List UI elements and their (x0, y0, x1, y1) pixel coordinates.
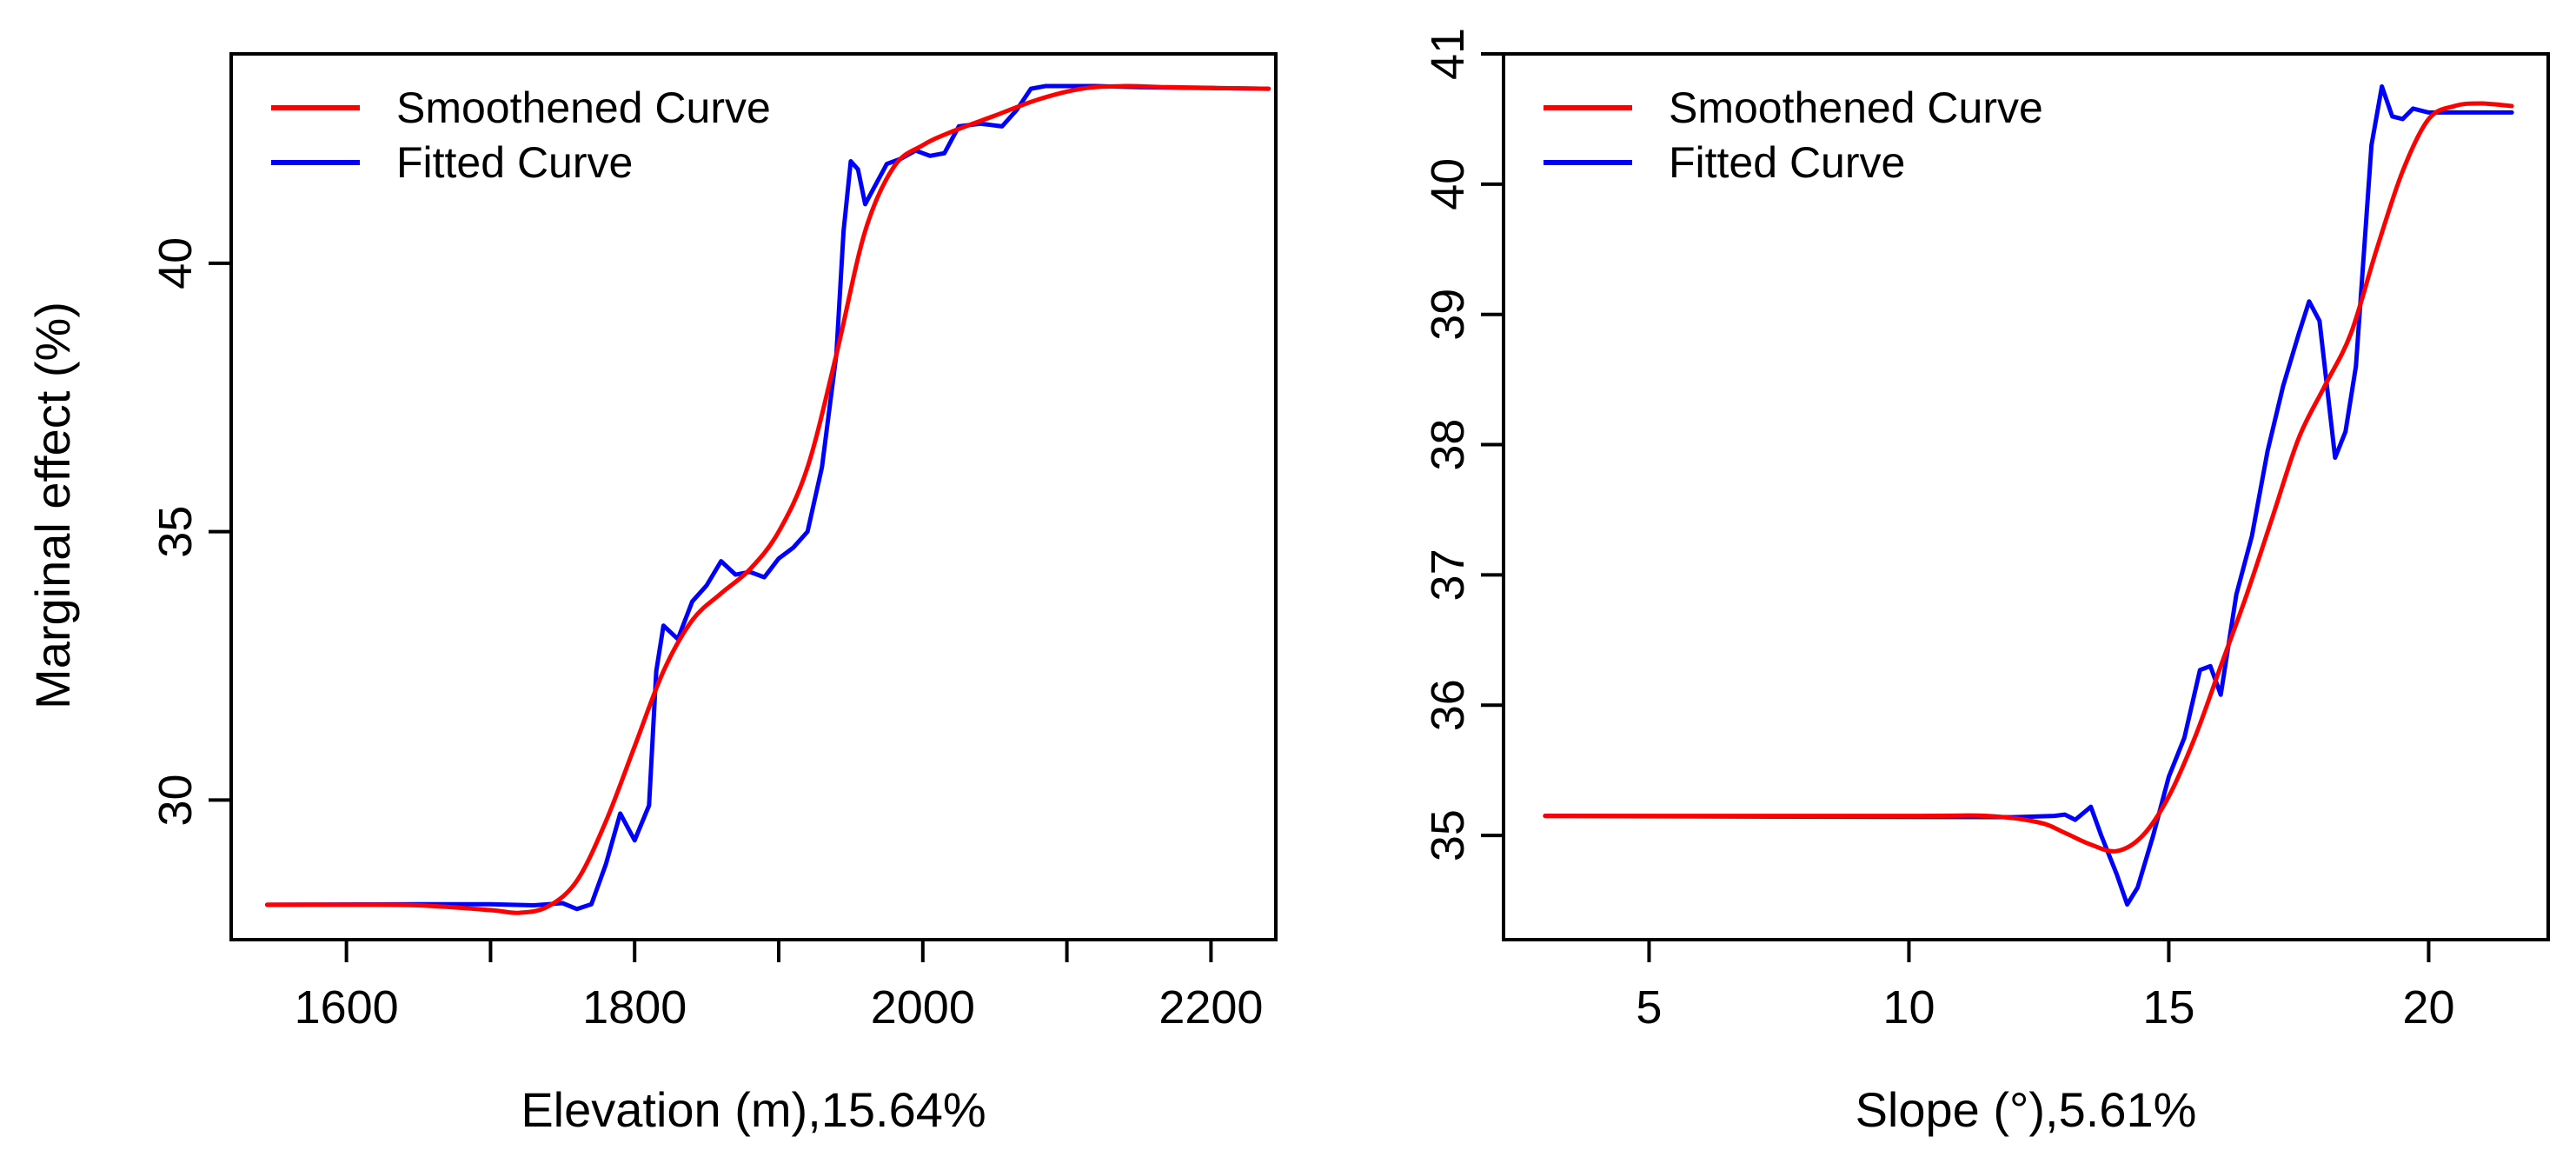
slope-legend-label-fitted-curve: Fitted Curve (1669, 138, 1905, 187)
slope-x-tick-label: 10 (1882, 981, 1935, 1034)
elevation-smoothened-curve-line (264, 83, 1271, 915)
slope-x-tick-label: 15 (2142, 981, 2194, 1034)
slope-y-tick-label: 37 (1422, 548, 1474, 601)
slope-fitted-curve-line (1543, 83, 2514, 907)
elevation-x-tick-label: 2000 (871, 981, 975, 1034)
slope-plot-frame (1502, 52, 2550, 941)
slope-x-tick-label: 20 (2402, 981, 2454, 1034)
slope-x-axis-title: Slope (°),5.61% (1856, 1082, 2197, 1137)
elevation-y-tick-label: 40 (149, 237, 202, 289)
slope-y-tick-label: 41 (1422, 28, 1474, 80)
elevation-x-tick-label: 1600 (295, 981, 399, 1034)
slope-legend-label-smoothened-curve: Smoothened Curve (1669, 83, 2043, 132)
elevation-plot-frame (229, 52, 1278, 941)
elevation-legend-label-smoothened-curve: Smoothened Curve (396, 83, 771, 132)
slope-x-tick-label: 5 (1636, 981, 1662, 1034)
slope-y-tick-label: 40 (1422, 158, 1474, 210)
elevation-x-axis-title: Elevation (m),15.64% (521, 1082, 986, 1137)
slope-panel: 5 10 15 20 35 36 37 38 39 40 41 Slope (°),5.61% Smoo… (1422, 28, 2550, 1137)
elevation-y-tick-label: 35 (149, 506, 202, 558)
elevation-y-axis-title: Marginal effect (%) (25, 302, 80, 709)
elevation-y-tick-label: 30 (149, 774, 202, 826)
elevation-panel: 1600 1800 2000 2200 30 35 40 Elevation (m),15.6… (25, 52, 1278, 1137)
elevation-legend-label-fitted-curve: Fitted Curve (396, 138, 633, 187)
slope-smoothened-curve-line (1543, 101, 2514, 854)
slope-y-tick-label: 35 (1422, 809, 1474, 861)
slope-y-tick-label: 36 (1422, 679, 1474, 731)
slope-y-tick-label: 38 (1422, 419, 1474, 471)
elevation-x-tick-label: 2200 (1159, 981, 1263, 1034)
elevation-x-tick-label: 1800 (582, 981, 687, 1034)
slope-y-tick-label: 39 (1422, 289, 1474, 341)
elevation-fitted-curve-line (264, 83, 1271, 912)
